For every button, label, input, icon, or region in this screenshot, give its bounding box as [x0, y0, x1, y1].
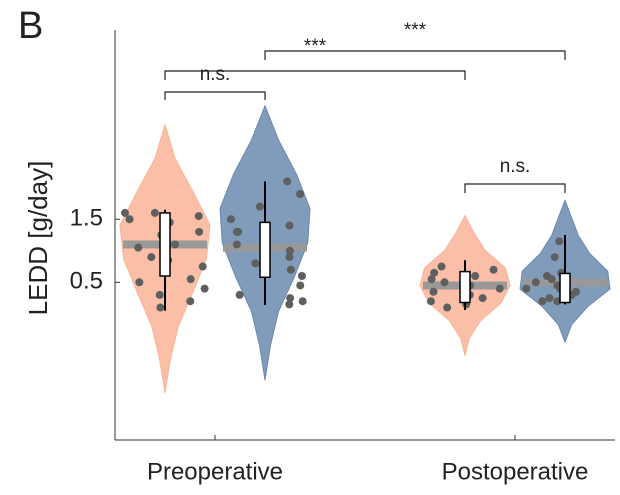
data-point [430, 268, 439, 277]
bracket [464, 183, 566, 193]
data-point [147, 253, 156, 262]
data-point [522, 284, 531, 293]
data-point [296, 190, 305, 198]
box [259, 221, 271, 279]
data-point [232, 227, 241, 236]
y-tick-label: 1.5 [70, 205, 103, 232]
box [459, 270, 471, 304]
data-point [429, 287, 438, 296]
annotation: n.s. [500, 156, 531, 177]
data-point [156, 303, 165, 312]
bracket [164, 70, 466, 80]
box [559, 272, 571, 304]
data-point [171, 240, 180, 249]
data-point [427, 275, 436, 284]
data-point [134, 243, 143, 252]
data-point [443, 303, 452, 312]
data-point [232, 240, 241, 249]
data-point [555, 237, 564, 246]
annotation: *** [304, 36, 327, 57]
data-point [194, 212, 203, 221]
data-point [550, 253, 559, 262]
annotation: *** [404, 20, 427, 41]
data-point [285, 246, 294, 255]
panel-label: B [18, 5, 43, 47]
data-point [440, 278, 449, 287]
data-point [186, 275, 195, 284]
data-point [547, 275, 556, 284]
bracket [164, 91, 266, 100]
data-point [545, 294, 554, 303]
data-point [538, 297, 547, 306]
data-point [150, 208, 159, 217]
data-point [426, 297, 435, 306]
significance: n.s. *** *** n.s. [164, 20, 566, 193]
data-point [437, 262, 446, 271]
data-point [155, 290, 164, 299]
data-point [489, 265, 498, 274]
data-point [195, 227, 204, 236]
data-point [531, 278, 540, 287]
data-point [286, 265, 295, 274]
y-tick-label: 0.5 [70, 268, 103, 295]
data-point [255, 202, 264, 211]
data-point [285, 300, 294, 309]
data-point [297, 272, 306, 280]
data-point [478, 294, 487, 303]
data-point [198, 262, 207, 271]
data-point [285, 221, 294, 230]
data-point [251, 259, 260, 268]
data-point [186, 297, 195, 306]
data-point [285, 253, 294, 262]
x-tick-label: Postoperative [442, 458, 589, 485]
plot-area [119, 105, 611, 394]
data-point [226, 215, 235, 224]
data-point [471, 272, 480, 280]
data-point [298, 297, 307, 306]
data-point [235, 290, 244, 299]
box [159, 212, 171, 277]
bracket [264, 50, 566, 60]
data-point [121, 208, 129, 217]
x-tick-label: Preoperative [147, 458, 283, 485]
data-point [135, 278, 144, 287]
annotation: n.s. [200, 64, 231, 85]
data-point [495, 284, 504, 293]
data-point [296, 281, 305, 290]
data-point [286, 294, 295, 303]
data-point [125, 215, 134, 224]
data-point [200, 284, 209, 293]
y-axis-label: LEDD [g/day] [23, 161, 53, 316]
data-point [283, 177, 292, 186]
